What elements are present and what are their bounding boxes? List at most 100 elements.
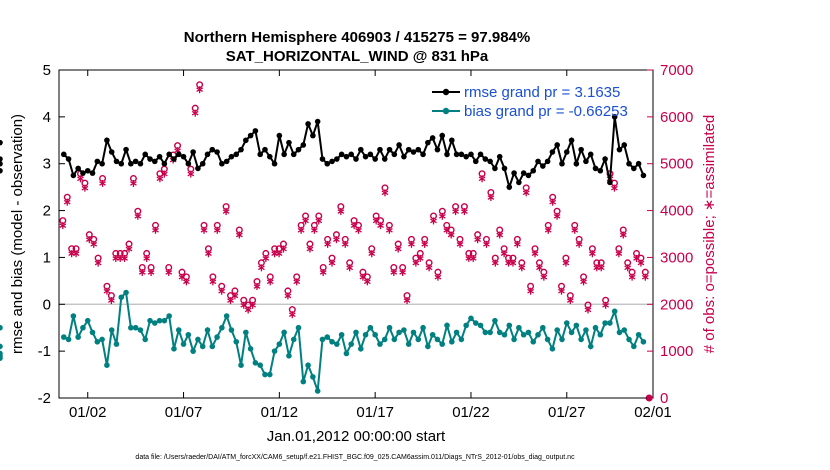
obs-assimilated-point xyxy=(302,217,309,225)
rmse-data-point xyxy=(204,151,211,158)
rmse-data-point xyxy=(94,158,101,165)
rmse-data-point xyxy=(166,151,172,158)
obs-assimilated-point xyxy=(438,212,446,220)
bias-data-point xyxy=(156,317,163,324)
obs-assimilated-point xyxy=(165,268,173,276)
rmse-data-point xyxy=(70,172,77,179)
obs-assimilated-point xyxy=(147,268,155,276)
bias-data-point xyxy=(544,336,551,343)
obs-assimilated-point xyxy=(416,254,424,262)
bias-data-point xyxy=(549,346,556,352)
y-tick-label: 0 xyxy=(43,296,51,313)
obs-assimilated-point xyxy=(130,179,137,187)
rmse-data-point xyxy=(602,156,608,162)
rmse-data-point xyxy=(511,170,517,176)
rmse-data-point xyxy=(439,132,446,139)
obs-assimilated-point xyxy=(275,250,283,258)
bias-data-point xyxy=(142,336,149,343)
bias-data-point xyxy=(516,324,522,331)
bias-data-point xyxy=(104,362,110,369)
bias-data-point xyxy=(233,338,240,345)
rmse-data-point xyxy=(496,153,503,160)
obs-assimilated-point xyxy=(584,306,592,314)
rmse-data-point xyxy=(631,165,637,172)
bias-data-point xyxy=(300,378,307,385)
rmse-data-point xyxy=(338,151,345,158)
bias-data-point xyxy=(161,317,168,324)
bias-data-point xyxy=(631,343,637,350)
obs-assimilated-point xyxy=(103,287,111,295)
rmse-data-point xyxy=(219,160,225,167)
legend-rmse-marker xyxy=(442,88,450,96)
rmse-data-point xyxy=(449,137,455,144)
bias-data-point xyxy=(506,322,513,329)
bias-data-point xyxy=(80,324,86,331)
obs-assimilated-point xyxy=(421,240,429,248)
bias-data-point xyxy=(511,336,517,343)
obs-assimilated-point xyxy=(408,240,415,248)
obs-assimilated-point xyxy=(491,259,499,267)
obs-assimilated-point xyxy=(293,278,301,286)
bias-data-point xyxy=(65,336,72,343)
rmse-data-point xyxy=(434,146,441,153)
rmse-data-point xyxy=(468,151,474,158)
rmse-data-point xyxy=(353,156,359,162)
bias-data-point xyxy=(520,331,527,338)
rmse-data-point xyxy=(233,151,240,158)
bias-data-point xyxy=(266,371,273,378)
bias-data-point xyxy=(276,341,283,347)
obs-assimilated-point xyxy=(452,208,459,216)
rmse-data-point xyxy=(420,151,426,158)
obs-assimilated-point xyxy=(553,212,561,220)
bias-data-point xyxy=(132,324,139,331)
bias-data-point xyxy=(449,338,455,345)
bias-data-point xyxy=(295,324,302,331)
obs-assimilated-point xyxy=(580,278,587,286)
obs-assimilated-point xyxy=(513,240,521,248)
obs-assimilated-point xyxy=(536,264,543,272)
obs-assimilated-point xyxy=(266,278,274,286)
rmse-data-point xyxy=(128,160,134,167)
rmse-data-point xyxy=(199,160,206,167)
bias-data-point xyxy=(99,336,105,343)
bias-data-point xyxy=(314,388,321,394)
rmse-data-point xyxy=(80,170,86,176)
rmse-data-point xyxy=(266,153,273,160)
bias-data-point xyxy=(252,360,259,366)
bias-data-point xyxy=(353,329,359,336)
bias-data-point xyxy=(60,334,67,340)
rmse-data-point xyxy=(84,167,91,174)
obs-assimilated-point xyxy=(386,226,393,234)
obs-assimilated-point xyxy=(191,109,199,117)
obs-assimilated-point xyxy=(363,278,371,286)
bias-data-point xyxy=(271,348,278,354)
y-axis-label: rmse and bias (model - observation) xyxy=(9,114,26,354)
rmse-data-point xyxy=(223,158,230,165)
rmse-data-point xyxy=(425,139,431,146)
bias-data-point xyxy=(583,327,589,333)
rmse-data-point xyxy=(60,151,67,158)
obs-assimilated-point xyxy=(544,226,552,234)
rmse-data-point xyxy=(310,132,316,139)
obs-assimilated-point xyxy=(125,245,133,253)
obs-assimilated-point xyxy=(390,268,398,276)
rmse-data-point xyxy=(540,163,546,169)
obs-assimilated-point xyxy=(231,292,239,300)
bias-data-point xyxy=(535,331,541,338)
obs-assimilated-point xyxy=(209,278,217,286)
bias-data-point xyxy=(405,341,412,347)
obs-assimilated-point xyxy=(253,283,261,291)
y-tick-label: -2 xyxy=(38,390,51,407)
obs-assimilated-point xyxy=(474,236,482,244)
obs-assimilated-point xyxy=(496,231,504,239)
bias-data-point xyxy=(357,346,364,352)
bias-data-point xyxy=(420,324,426,331)
rmse-data-point xyxy=(238,146,244,153)
obs-assimilated-point xyxy=(425,264,433,272)
rmse-data-point xyxy=(401,153,407,160)
bias-data-point xyxy=(611,308,618,315)
obs-assimilated-point xyxy=(461,208,468,216)
rmse-data-point xyxy=(132,158,139,165)
obs-assimilated-point xyxy=(381,189,389,197)
